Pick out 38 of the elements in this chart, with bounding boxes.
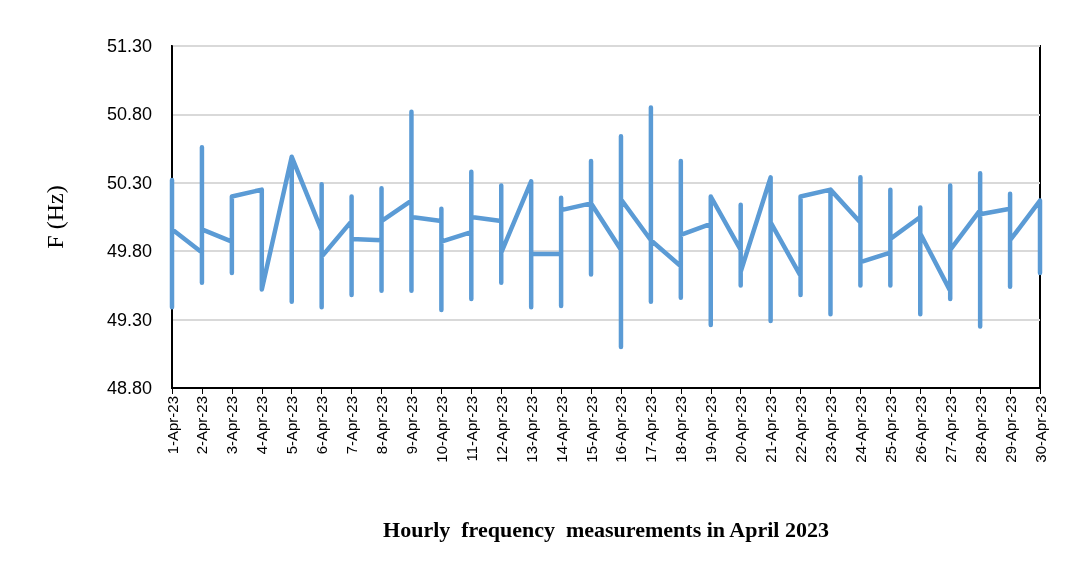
x-tick-label: 23-Apr-23 [821, 396, 839, 463]
x-tick-label: 25-Apr-23 [881, 396, 899, 463]
x-tick-label: 18-Apr-23 [672, 396, 690, 463]
y-tick-label: 50.30 [106, 172, 152, 193]
x-tick-label: 13-Apr-23 [522, 396, 540, 463]
y-tick-label: 50.80 [106, 104, 152, 125]
x-tick-label: 14-Apr-23 [552, 396, 570, 463]
x-tick-label: 19-Apr-23 [702, 396, 720, 463]
x-tick-label: 2-Apr-23 [193, 396, 211, 455]
x-tick-label: 11-Apr-23 [462, 396, 480, 462]
x-tick-label: 6-Apr-23 [313, 396, 331, 455]
x-tick-label: 4-Apr-23 [253, 396, 271, 455]
x-tick-label: 16-Apr-23 [612, 396, 630, 463]
x-tick-label: 30-Apr-23 [1031, 396, 1049, 463]
x-tick-label: 7-Apr-23 [343, 396, 361, 455]
x-tick-label: 8-Apr-23 [373, 396, 391, 455]
x-tick-label: 15-Apr-23 [582, 396, 600, 463]
x-tick-label: 21-Apr-23 [762, 396, 780, 463]
x-tick-label: 27-Apr-23 [941, 396, 959, 463]
x-tick-label: 1-Apr-23 [163, 396, 181, 455]
x-tick-label: 22-Apr-23 [792, 396, 810, 463]
x-tick-label: 10-Apr-23 [432, 396, 450, 463]
x-tick-label: 9-Apr-23 [402, 396, 420, 455]
x-tick-label: 3-Apr-23 [223, 396, 241, 455]
y-tick-label: 51.30 [106, 36, 152, 56]
x-tick-label: 20-Apr-23 [732, 396, 750, 463]
y-tick-label: 48.80 [106, 378, 152, 398]
y-tick-label: 49.30 [106, 309, 152, 330]
x-tick-label: 12-Apr-23 [492, 396, 510, 463]
x-tick-label: 17-Apr-23 [642, 396, 660, 463]
x-tick-label: 5-Apr-23 [283, 396, 301, 455]
x-tick-label: 26-Apr-23 [911, 396, 929, 463]
x-tick-label: 28-Apr-23 [971, 396, 989, 463]
y-tick-label: 49.80 [106, 241, 152, 262]
x-axis-title: Hourly frequency measurements in April 2023 [383, 516, 829, 542]
x-tick-label: 29-Apr-23 [1001, 396, 1019, 463]
x-tick-label: 24-Apr-23 [851, 396, 869, 463]
y-axis-title: F (Hz) [42, 185, 68, 249]
